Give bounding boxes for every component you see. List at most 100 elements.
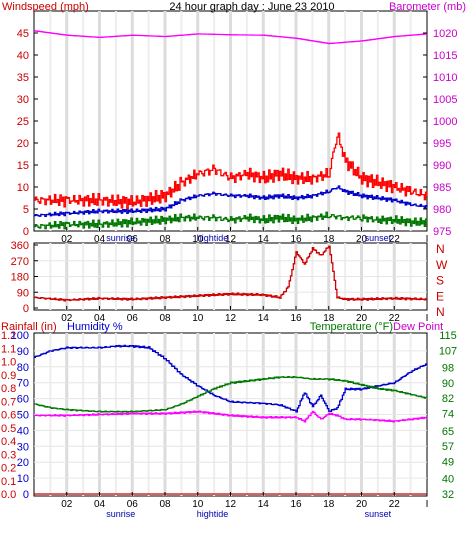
compass-label: N	[436, 242, 445, 256]
series-humidity	[34, 344, 428, 413]
x-axis-ticks: 02 04 06 08 10 12 14 16 18 20 22 I	[61, 227, 428, 245]
left-tick-label: 40	[17, 50, 29, 62]
chart-title: 24 hour graph day : June 23 2010	[169, 1, 334, 13]
right-tick-label: 1020	[433, 28, 457, 40]
humidity-axis-title: Humidity %	[67, 321, 123, 333]
event-label-sunset: sunset	[365, 233, 392, 243]
temperature-tick-label: 107	[439, 345, 457, 357]
x-tick-label: 08	[159, 313, 171, 324]
series-dew-point	[34, 410, 428, 423]
x-tick-label: 12	[225, 234, 237, 245]
left-tick-label: 0	[23, 303, 29, 315]
temperature-tick-label: 57	[442, 441, 454, 453]
right-tick-label: 980	[433, 204, 451, 216]
x-tick-label: 12	[225, 499, 237, 510]
x-tick-label: 16	[290, 499, 302, 510]
left-tick-label: 25	[17, 116, 29, 128]
left-tick-label: 90	[17, 287, 29, 299]
temperature-tick-label: 49	[442, 456, 454, 468]
rain-axis-ticks: 0.00.10.2 0.30.40.50.6 0.70.80.91.0 1.11.2	[1, 330, 16, 501]
x-tick-label: 04	[94, 499, 106, 510]
x-tick-label: 02	[61, 499, 73, 510]
rain-tick-label: 0.5	[1, 423, 16, 435]
humidity-tick-label: 30	[17, 441, 29, 453]
rain-tick-label: 1.1	[1, 343, 16, 355]
temperature-tick-label: 90	[442, 378, 454, 390]
right-tick-label: 1015	[433, 50, 457, 62]
event-label-hightide: hightide	[197, 233, 229, 243]
event-label-sunrise: sunrise	[106, 233, 135, 243]
temperature-axis-ticks: 32 40 49 57 65 74 82 90 98 107 115	[439, 330, 457, 501]
series-temperature	[34, 376, 428, 413]
event-label-sunset: sunset	[365, 509, 392, 519]
temperature-tick-label: 98	[442, 363, 454, 375]
humidity-tick-label: 70	[17, 378, 29, 390]
series-minimum	[34, 211, 428, 230]
series-gust	[34, 132, 428, 210]
x-tick-label: 06	[127, 234, 139, 245]
rain-axis-title: Rainfall (in)	[1, 321, 57, 333]
left-axis-title: Windspeed (mph)	[2, 1, 89, 13]
x-tick-label: 08	[159, 234, 171, 245]
temperature-tick-label: 74	[442, 409, 454, 421]
rain-tick-label: 1.0	[1, 357, 16, 369]
panel-series	[34, 245, 428, 302]
x-tick-label: 22	[389, 234, 401, 245]
x-tick-label: 10	[192, 234, 204, 245]
panel-series	[34, 30, 428, 230]
right-tick-label: 990	[433, 160, 451, 172]
right-tick-label: 1010	[433, 72, 457, 84]
left-tick-label: 15	[17, 160, 29, 172]
right-tick-label: 1005	[433, 94, 457, 106]
right-axis-title: Barometer (mb)	[389, 1, 466, 13]
event-labels: sunrise hightide sunset	[106, 509, 391, 519]
humidity-tick-label: 50	[17, 410, 29, 422]
rain-tick-label: 0.1	[1, 476, 16, 488]
left-axis-ticks: 0 5 10 15 20 25 30 35 40 45	[17, 28, 38, 238]
x-tick-label: 14	[258, 313, 270, 324]
x-tick-label: 20	[356, 234, 368, 245]
rain-tick-label: 0.0	[1, 489, 16, 501]
humidity-temperature-panel: 0.00.10.20.30.40.50.60.70.80.91.01.11.2 …	[1, 321, 457, 519]
left-tick-label: 30	[17, 94, 29, 106]
x-tick-label: 18	[323, 313, 335, 324]
right-tick-label: 985	[433, 182, 451, 194]
series-wind-direction	[34, 245, 428, 302]
x-tick-label: 16	[290, 313, 302, 324]
left-tick-label: 45	[17, 28, 29, 40]
left-tick-label: 20	[17, 138, 29, 150]
compass-label: N	[436, 305, 445, 319]
x-tick-label: 16	[290, 234, 302, 245]
x-end-label: I	[426, 313, 429, 324]
x-tick-label: 06	[127, 499, 139, 510]
rain-tick-label: 0.8	[1, 383, 16, 395]
compass-label: E	[436, 289, 444, 303]
left-tick-label: 180	[11, 272, 29, 284]
right-tick-label: 1000	[433, 116, 457, 128]
event-labels: sunrise hightide sunset	[106, 233, 391, 243]
right-tick-label: 975	[433, 226, 451, 238]
x-end-label: I	[426, 499, 429, 510]
x-tick-label: 20	[356, 313, 368, 324]
humidity-tick-label: 40	[17, 425, 29, 437]
x-tick-label: 02	[61, 313, 73, 324]
right-axis-ticks: 975 980 985 990 995 1000 1005 1010 1015 1020	[423, 28, 457, 238]
rain-tick-label: 0.4	[1, 436, 16, 448]
humidity-tick-label: 60	[17, 394, 29, 406]
rain-tick-label: 1.2	[1, 330, 16, 342]
left-tick-label: 0	[23, 226, 29, 238]
temperature-tick-label: 32	[442, 489, 454, 501]
temperature-tick-label: 82	[442, 393, 454, 405]
series-barometer	[34, 30, 428, 45]
humidity-tick-label: 80	[17, 362, 29, 374]
x-tick-label: 10	[192, 313, 204, 324]
event-label-sunrise: sunrise	[106, 509, 135, 519]
dew-point-axis-title: Dew Point	[393, 321, 443, 333]
left-tick-label: 5	[23, 204, 29, 216]
x-tick-label: 22	[389, 313, 401, 324]
x-tick-label: 18	[323, 234, 335, 245]
humidity-tick-label: 10	[17, 473, 29, 485]
panel-grid	[49, 11, 412, 231]
